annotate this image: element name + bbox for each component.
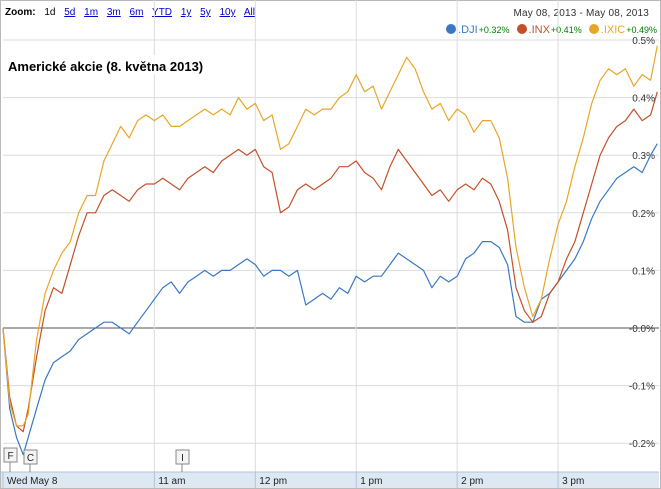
x-tick-label: 11 am xyxy=(158,476,185,487)
zoom-bar: Zoom: 1d 5d 1m 3m 6m YTD 1y 5y 10y All xyxy=(5,7,261,21)
flag-marker xyxy=(23,449,38,465)
legend-change: +0.32% xyxy=(478,25,510,35)
zoom-option-1d[interactable]: 1d xyxy=(44,7,56,18)
y-tick-label: 0.3% xyxy=(632,151,655,162)
x-tick-label: 12 pm xyxy=(259,476,287,487)
series-line-ixic xyxy=(2,45,658,427)
zoom-label: Zoom: xyxy=(5,7,36,18)
y-tick-label: -0.0% xyxy=(629,324,655,335)
legend-name: .IXIC xyxy=(600,24,626,36)
zoom-option-all[interactable]: All xyxy=(243,7,255,18)
chart-title: Americké akcie (8. května 2013) xyxy=(8,59,203,74)
legend-item-dji[interactable]: .DJI+0.32% xyxy=(446,24,509,36)
zoom-option-5d[interactable]: 5d xyxy=(64,7,76,18)
time-axis-band xyxy=(1,472,659,488)
legend: .DJI+0.32% .INX+0.41% .IXIC+0.49% xyxy=(442,24,657,36)
flag-marker xyxy=(3,447,18,463)
zoom-option-10y[interactable]: 10y xyxy=(219,7,236,18)
legend-change: +0.49% xyxy=(626,25,657,35)
x-tick-label: 2 pm xyxy=(461,476,483,487)
legend-name: .DJI xyxy=(458,24,478,36)
date-range: May 08, 2013 - May 08, 2013 xyxy=(513,8,649,19)
legend-change: +0.41% xyxy=(550,25,582,35)
legend-name: .INX xyxy=(528,24,550,36)
series-line-inx xyxy=(2,91,658,433)
flag-marker xyxy=(175,449,190,465)
flag-label: I xyxy=(181,453,184,464)
zoom-option-ytd[interactable]: YTD xyxy=(152,7,173,18)
legend-dot-icon xyxy=(446,24,457,34)
zoom-option-1y[interactable]: 1y xyxy=(180,7,192,18)
flag-label: C xyxy=(27,453,34,464)
y-tick-label: 0.5% xyxy=(632,36,655,47)
legend-item-ixic[interactable]: .IXIC+0.49% xyxy=(588,24,657,36)
x-tick-label: 1 pm xyxy=(360,476,382,487)
y-tick-label: 0.4% xyxy=(632,94,655,105)
legend-item-inx[interactable]: .INX+0.41% xyxy=(516,24,582,36)
y-tick-label: -0.1% xyxy=(629,382,655,393)
title-background xyxy=(4,55,228,75)
y-tick-label: -0.2% xyxy=(629,439,655,450)
x-tick-label: Wed May 8 xyxy=(7,476,58,487)
y-tick-label: 0.1% xyxy=(632,266,655,277)
zoom-option-5y[interactable]: 5y xyxy=(200,7,211,18)
zoom-option-1m[interactable]: 1m xyxy=(84,7,99,18)
y-tick-label: 0.2% xyxy=(632,209,655,220)
series-line-dji xyxy=(2,143,658,456)
legend-dot-icon xyxy=(588,24,599,34)
zoom-option-6m[interactable]: 6m xyxy=(129,7,144,18)
x-tick-label: 3 pm xyxy=(562,476,584,487)
legend-dot-icon xyxy=(516,24,527,34)
zoom-option-3m[interactable]: 3m xyxy=(106,7,121,18)
flag-label: F xyxy=(7,451,13,462)
